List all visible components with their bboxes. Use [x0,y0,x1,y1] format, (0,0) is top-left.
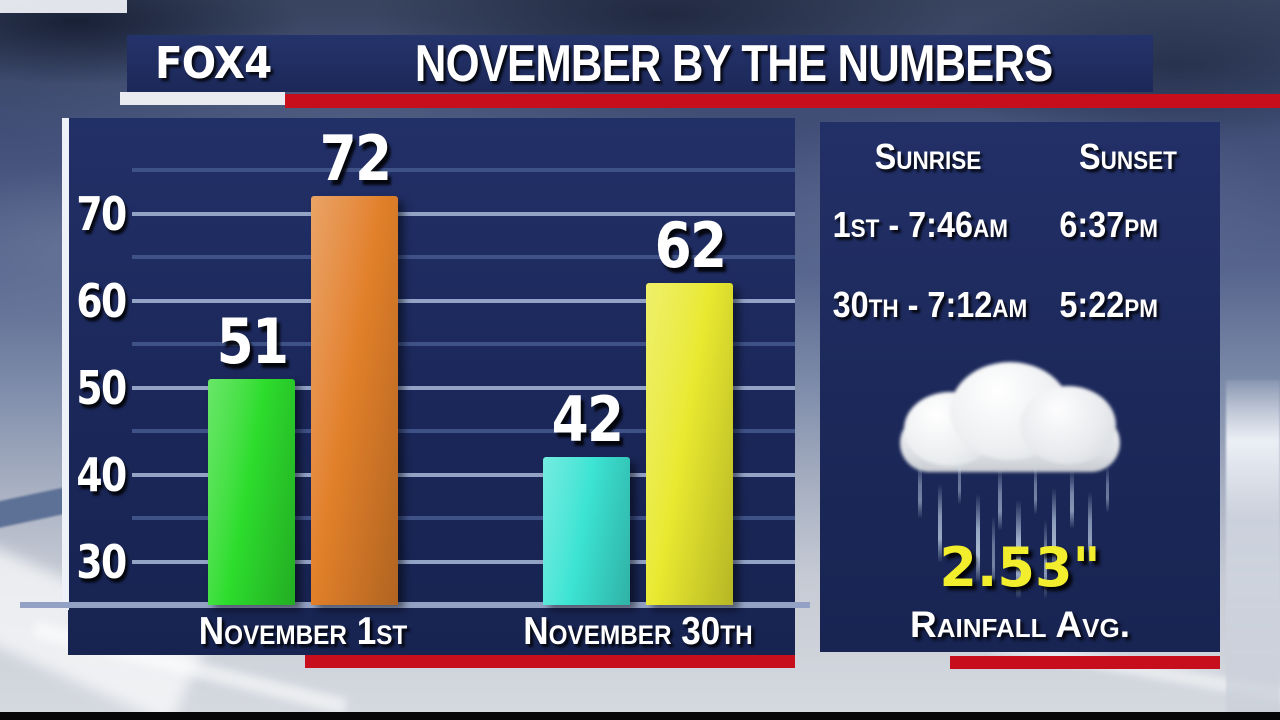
y-axis-line [62,118,69,610]
temperature-bar [311,196,398,605]
side-panel-red-stripe [950,656,1220,669]
bottom-letterbox-bar [0,712,1280,720]
category-label: November 30th [523,610,753,653]
major-gridline [132,211,795,216]
fox4-logo: FOX4 [155,38,272,89]
sunrise-time-30th: 30th - 7:12am [832,284,1028,325]
raindrop [1016,500,1021,598]
x-axis-baseline [20,602,810,608]
bar-value-label: 42 [551,383,623,457]
rain-streaks [904,458,1124,633]
category-label: November 1st [198,610,408,653]
header-bar: FOX4 NOVEMBER BY THE NUMBERS [127,34,1153,93]
minor-gridline [132,516,795,520]
y-tick-label: 40 [76,447,127,502]
minor-gridline [132,429,795,433]
raindrop [992,516,995,588]
major-gridline [132,472,795,477]
raindrop [998,468,1002,530]
chart-red-stripe [305,655,795,668]
raindrop [976,494,980,582]
major-gridline [132,559,795,564]
sun-and-rain-panel: Sunrise Sunset 1st - 7:46am 6:37pm 30th … [820,122,1220,652]
sun-table-row: 30th - 7:12am 5:22pm [820,284,1220,326]
raindrop [918,462,922,518]
bar-chart: 30 40 50 60 70 51 72 November 1st 42 62 November 3… [20,118,810,655]
backdrop-right-band [1226,380,1280,720]
raindrop [938,484,942,562]
sunset-time-1st: 6:37pm [1059,204,1159,245]
temperature-bar [543,457,630,605]
y-tick-label: 50 [76,360,127,415]
raindrop [958,458,961,504]
rain-cloud-icon [892,358,1128,476]
minor-gridline [132,168,795,172]
rainfall-average-label: Rainfall Avg. [910,604,1130,645]
raindrop [1044,520,1047,598]
bar-value-label: 62 [654,209,726,283]
header-white-stripe [120,92,285,105]
sun-table-header-row: Sunrise Sunset [820,136,1220,178]
major-gridline [132,385,795,390]
temperature-bar [646,283,733,605]
rainfall-average-value: 2.53" [939,536,1101,599]
header-red-stripe [285,94,1280,108]
minor-gridline [132,342,795,346]
raindrop [1034,464,1037,514]
page-title: NOVEMBER BY THE NUMBERS [414,34,1053,93]
minor-gridline [132,255,795,259]
sunrise-time-1st: 1st - 7:46am [832,204,1009,245]
y-tick-label: 70 [76,186,127,241]
sunset-header: Sunset [1079,136,1177,177]
temperature-bar [208,378,295,605]
sunset-time-30th: 5:22pm [1059,284,1159,325]
y-tick-label: 60 [76,273,127,328]
cloud-puff [1020,386,1116,464]
raindrop [1106,466,1109,512]
sunrise-header: Sunrise [874,136,982,177]
y-tick-label: 30 [76,534,127,589]
bar-value-label: 51 [216,304,288,378]
raindrop [1052,488,1056,570]
backdrop-horizontal-band [0,0,127,13]
major-gridline [132,298,795,303]
sun-table-row: 1st - 7:46am 6:37pm [820,204,1220,246]
raindrop [1070,470,1074,528]
bar-value-label: 72 [319,122,391,196]
raindrop [1088,492,1092,564]
